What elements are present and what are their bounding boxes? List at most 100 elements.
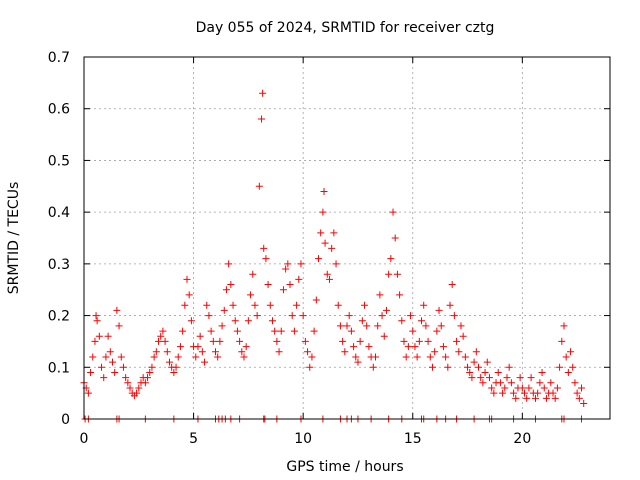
data-point bbox=[282, 265, 290, 273]
y-tick-label: 0.1 bbox=[48, 360, 70, 376]
data-point bbox=[358, 317, 366, 325]
data-point bbox=[225, 260, 233, 268]
data-point bbox=[115, 322, 123, 330]
data-point bbox=[415, 337, 423, 345]
data-point bbox=[229, 301, 237, 309]
data-point bbox=[198, 348, 206, 356]
data-point bbox=[428, 363, 436, 371]
data-point bbox=[155, 337, 163, 345]
data-point bbox=[422, 322, 430, 330]
data-point bbox=[95, 332, 103, 340]
x-tick-label: 15 bbox=[404, 431, 422, 447]
data-point bbox=[286, 281, 294, 289]
data-point bbox=[448, 281, 456, 289]
data-point bbox=[317, 229, 325, 237]
data-point bbox=[468, 374, 476, 382]
data-point bbox=[382, 306, 390, 314]
data-point bbox=[393, 270, 401, 278]
data-point bbox=[310, 327, 318, 335]
data-point bbox=[304, 348, 312, 356]
data-point bbox=[133, 389, 141, 397]
data-point bbox=[455, 348, 463, 356]
data-point bbox=[439, 343, 447, 351]
data-point bbox=[435, 306, 443, 314]
data-point bbox=[413, 353, 421, 361]
data-point bbox=[345, 312, 353, 320]
data-point bbox=[547, 379, 555, 387]
data-point bbox=[122, 374, 130, 382]
data-point bbox=[297, 260, 305, 268]
data-point bbox=[275, 348, 283, 356]
data-point bbox=[214, 353, 222, 361]
data-point bbox=[418, 317, 426, 325]
data-point bbox=[488, 384, 496, 392]
data-point bbox=[450, 312, 458, 320]
data-point bbox=[376, 291, 384, 299]
data-point bbox=[396, 291, 404, 299]
data-point bbox=[560, 322, 568, 330]
data-point bbox=[92, 312, 100, 320]
data-point bbox=[119, 363, 127, 371]
data-point bbox=[284, 260, 292, 268]
data-point bbox=[233, 327, 241, 335]
data-point bbox=[389, 208, 397, 216]
data-point bbox=[236, 337, 244, 345]
data-point bbox=[343, 322, 351, 330]
data-point bbox=[187, 317, 195, 325]
data-point bbox=[268, 317, 276, 325]
y-tick-label: 0.5 bbox=[48, 153, 70, 169]
data-point bbox=[475, 363, 482, 371]
data-point bbox=[262, 255, 270, 263]
data-point bbox=[371, 353, 379, 361]
data-point bbox=[378, 312, 386, 320]
x-tick-label: 10 bbox=[294, 431, 312, 447]
data-point bbox=[192, 353, 200, 361]
data-point bbox=[321, 239, 329, 247]
data-point bbox=[185, 291, 193, 299]
data-point bbox=[420, 301, 428, 309]
data-point bbox=[481, 368, 489, 376]
data-point bbox=[523, 394, 531, 402]
data-point bbox=[159, 327, 167, 335]
data-point bbox=[336, 322, 344, 330]
data-point bbox=[148, 363, 156, 371]
data-point bbox=[124, 379, 132, 387]
data-point bbox=[271, 327, 279, 335]
data-point bbox=[102, 353, 110, 361]
grid-layer bbox=[84, 57, 610, 419]
data-point bbox=[424, 337, 432, 345]
data-point bbox=[207, 327, 215, 335]
data-point bbox=[152, 348, 160, 356]
data-point bbox=[238, 348, 246, 356]
data-point bbox=[312, 296, 320, 304]
data-point bbox=[363, 322, 371, 330]
data-point bbox=[273, 337, 281, 345]
data-point bbox=[466, 368, 474, 376]
data-point bbox=[104, 332, 112, 340]
data-point bbox=[194, 343, 202, 351]
data-point bbox=[531, 394, 539, 402]
data-point bbox=[89, 353, 97, 361]
data-point bbox=[567, 348, 575, 356]
data-point bbox=[385, 270, 393, 278]
data-point bbox=[472, 348, 480, 356]
data-point bbox=[295, 275, 303, 283]
data-point bbox=[201, 358, 209, 366]
data-point bbox=[251, 301, 259, 309]
data-point bbox=[174, 353, 182, 361]
data-point bbox=[433, 327, 441, 335]
data-point bbox=[553, 384, 561, 392]
data-point bbox=[328, 244, 336, 252]
data-point bbox=[505, 363, 513, 371]
data-point bbox=[231, 317, 239, 325]
data-point bbox=[117, 353, 125, 361]
data-point bbox=[556, 363, 564, 371]
data-point bbox=[332, 260, 340, 268]
data-point bbox=[477, 374, 485, 382]
data-point bbox=[510, 389, 518, 397]
data-point bbox=[580, 399, 588, 407]
y-tick-label: 0.3 bbox=[48, 257, 70, 273]
data-point bbox=[361, 301, 369, 309]
data-point bbox=[301, 337, 309, 345]
y-tick-label: 0.4 bbox=[48, 205, 70, 221]
